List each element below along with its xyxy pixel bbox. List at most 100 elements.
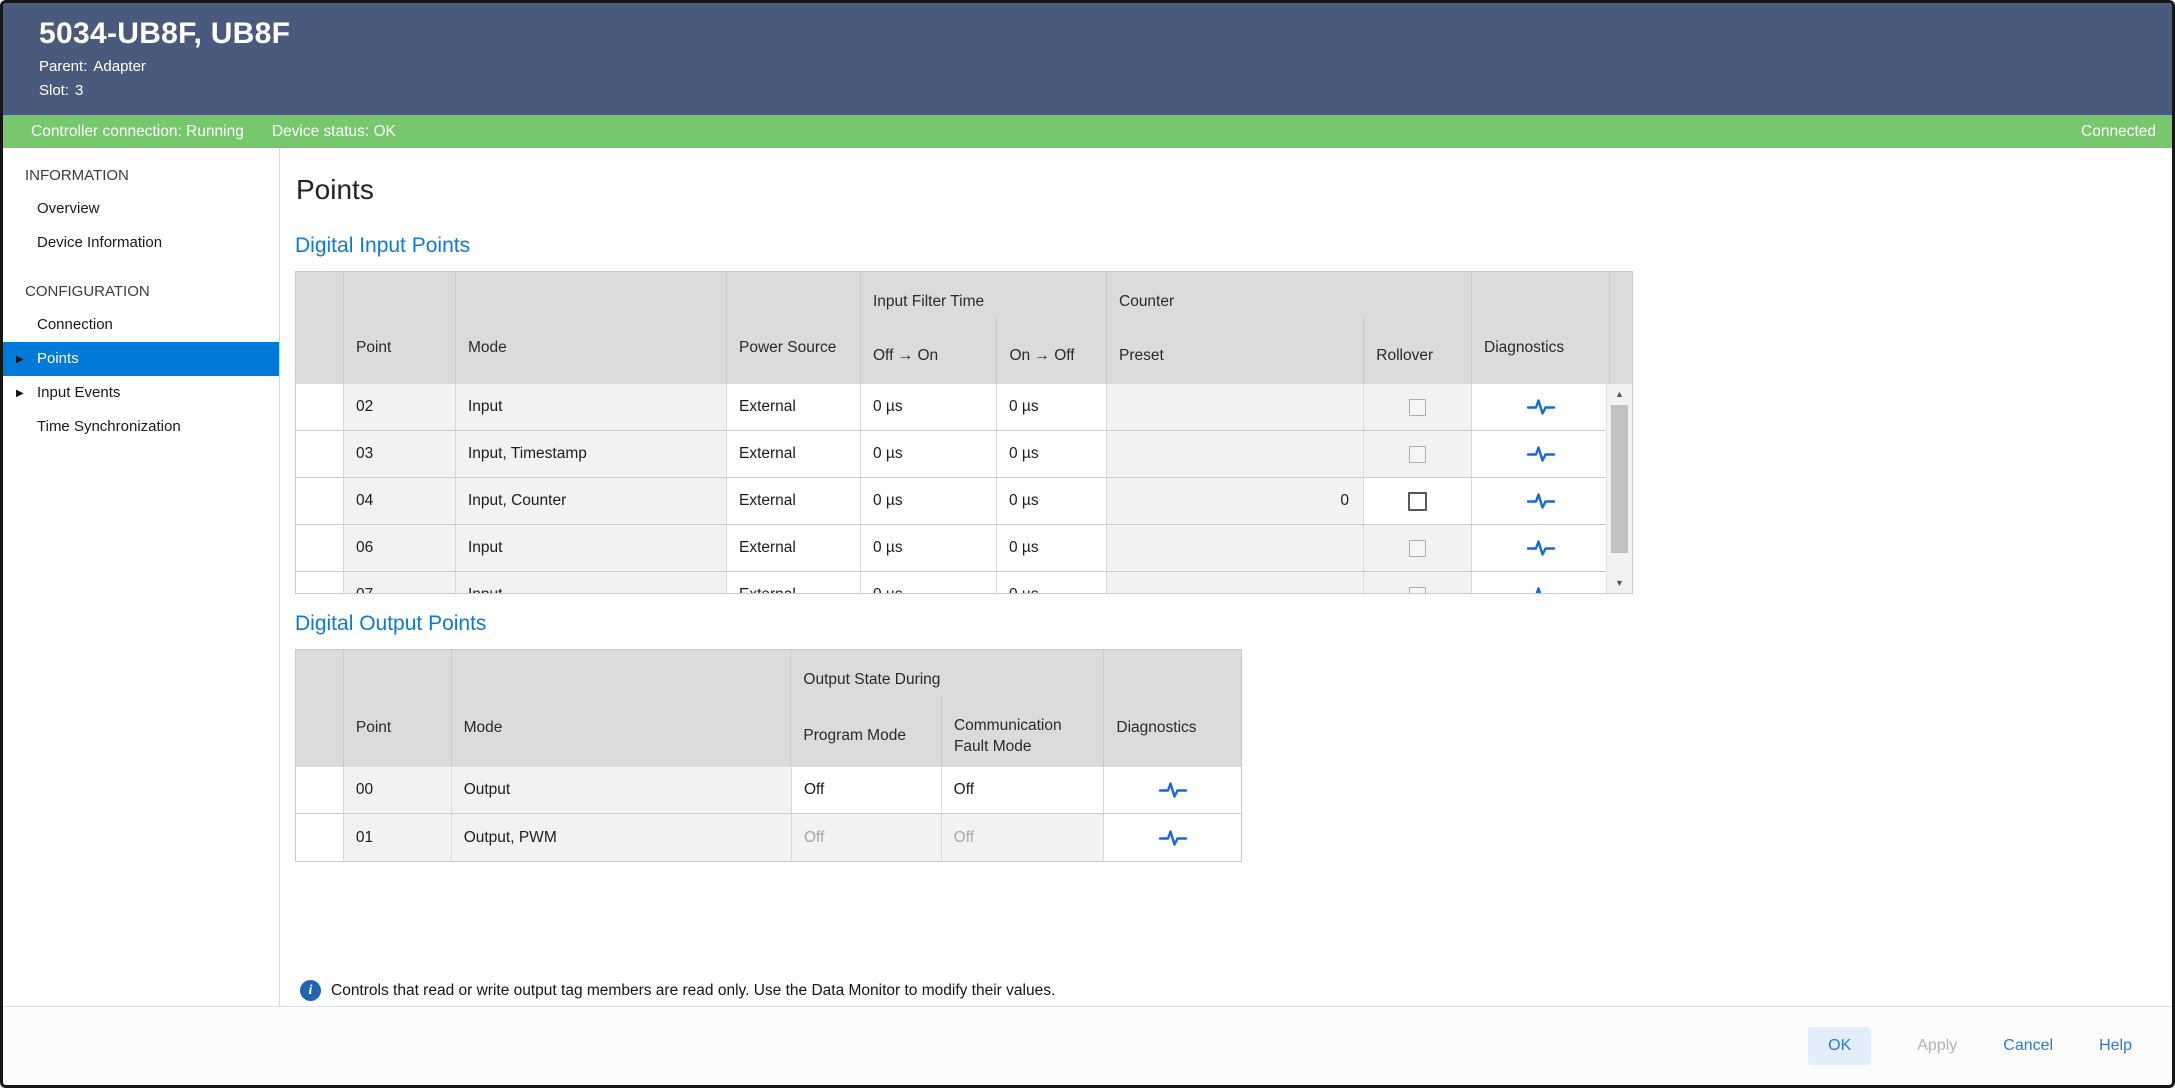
off-on-filter-cell: 0 µs [861, 525, 997, 571]
power-source-cell: External [727, 572, 861, 593]
col-group-counter: Counter Preset Rollover [1107, 272, 1472, 384]
table-row: 01 Output, PWM Off Off [296, 814, 1241, 861]
row-selector-cell[interactable] [296, 572, 344, 593]
off-on-filter-cell: 0 µs [861, 431, 997, 477]
row-selector-cell[interactable] [296, 767, 344, 813]
expand-arrow-icon: ▶ [16, 354, 24, 365]
preset-cell [1107, 431, 1364, 477]
mode-cell: Input, Counter [456, 478, 727, 524]
apply-button: Apply [1917, 1037, 1958, 1054]
col-header-power-source: Power Source [727, 272, 861, 384]
dialog-footer: OK Apply Cancel Help [3, 1006, 2172, 1085]
col-header-mode: Mode [456, 272, 727, 384]
row-selector-cell[interactable] [296, 525, 344, 571]
output-table-header: Point Mode Output State During Program M… [296, 650, 1241, 767]
diagnostics-icon[interactable] [1526, 397, 1556, 417]
program-mode-cell: Off [791, 814, 942, 861]
sidebar-item-time-synchronization[interactable]: Time Synchronization [37, 418, 181, 435]
rollover-checkbox [1409, 539, 1426, 557]
digital-output-points-heading[interactable]: Digital Output Points [295, 612, 487, 635]
diagnostics-icon[interactable] [1158, 780, 1188, 800]
diagnostics-cell [1104, 767, 1241, 813]
scrollbar-thumb[interactable] [1611, 405, 1628, 553]
device-status: Device status: OK [271, 122, 396, 140]
col-header-point: Point [344, 272, 456, 384]
diagnostics-cell [1104, 814, 1241, 861]
col-group-input-filter-time: Input Filter Time Off → On On → Off [861, 272, 1107, 384]
preset-value[interactable]: 0 [1107, 478, 1364, 524]
row-selector-cell[interactable] [296, 478, 344, 524]
ok-button[interactable]: OK [1808, 1027, 1872, 1065]
diagnostics-icon[interactable] [1526, 491, 1556, 511]
rollover-checkbox[interactable] [1408, 491, 1427, 511]
mode-cell: Input, Timestamp [456, 431, 727, 477]
slot-row: Slot: 3 [39, 82, 2172, 99]
point-cell: 02 [344, 384, 456, 430]
table-row: 07 Input External 0 µs 0 µs [296, 572, 1632, 593]
col-header-comm-fault-mode: Communication Fault Mode [940, 696, 1103, 767]
sidebar-item-device-information[interactable]: Device Information [37, 234, 163, 251]
sidebar-heading-information: INFORMATION [25, 167, 129, 184]
sidebar-item-connection[interactable]: Connection [37, 316, 113, 333]
point-cell: 04 [344, 478, 456, 524]
on-off-filter-cell: 0 µs [997, 525, 1107, 571]
input-table-header: Point Mode Power Source Input Filter Tim… [296, 272, 1632, 384]
info-icon: i [300, 980, 321, 1001]
sidebar-item-input-events[interactable]: ▶ Input Events [3, 376, 279, 410]
parent-label: Parent: [39, 58, 88, 75]
row-selector-cell[interactable] [296, 384, 344, 430]
table-row: 06 Input External 0 µs 0 µs [296, 525, 1632, 572]
preset-cell [1107, 525, 1364, 571]
col-group-output-state-during: Output State During Program Mode Communi… [791, 650, 1105, 767]
col-header-rollover: Rollover [1363, 318, 1471, 384]
sidebar-heading-configuration: CONFIGURATION [25, 283, 150, 300]
header-spacer [1610, 272, 1632, 384]
diagnostics-icon[interactable] [1526, 538, 1556, 558]
controller-connection-status: Controller connection: Running [31, 122, 244, 140]
read-only-note: i Controls that read or write output tag… [300, 980, 2172, 1001]
diagnostics-icon[interactable] [1526, 444, 1556, 464]
power-source-cell: External [727, 478, 861, 524]
on-off-filter-cell: 0 µs [997, 478, 1107, 524]
col-header-diagnostics: Diagnostics [1472, 272, 1610, 384]
rollover-checkbox [1409, 586, 1426, 593]
digital-input-points-table: Point Mode Power Source Input Filter Tim… [295, 271, 1633, 594]
corner-header-cell [296, 650, 344, 767]
comm-fault-mode-cell: Off [942, 767, 1105, 813]
diagnostics-cell [1472, 431, 1610, 477]
scroll-down-button[interactable]: ▼ [1615, 578, 1624, 588]
connection-status-bar: Controller connection: Running Device st… [3, 115, 2172, 148]
table-row: 04 Input, Counter External 0 µs 0 µs 0 [296, 478, 1632, 525]
table-row: 00 Output Off Off [296, 767, 1241, 814]
on-off-filter-cell: 0 µs [997, 384, 1107, 430]
sidebar-item-overview[interactable]: Overview [37, 200, 100, 217]
titlebar: 5034-UB8F, UB8F Parent: Adapter Slot: 3 [3, 3, 2172, 115]
sidebar-nav: INFORMATION Overview Device Information … [3, 148, 280, 1006]
device-title: 5034-UB8F, UB8F [39, 17, 291, 50]
mode-cell: Input [456, 572, 727, 593]
off-on-filter-cell: 0 µs [861, 572, 997, 593]
preset-cell [1107, 572, 1364, 593]
col-header-point: Point [344, 650, 452, 767]
rollover-cell [1364, 384, 1472, 430]
vertical-scrollbar[interactable]: ▲ ▼ [1606, 384, 1632, 593]
parent-row: Parent: Adapter [39, 58, 2172, 75]
on-off-filter-cell: 0 µs [997, 431, 1107, 477]
digital-input-points-heading[interactable]: Digital Input Points [295, 234, 471, 257]
help-button[interactable]: Help [2099, 1037, 2132, 1054]
row-selector-cell[interactable] [296, 431, 344, 477]
rollover-cell [1364, 478, 1472, 524]
diagnostics-icon[interactable] [1526, 585, 1556, 593]
rollover-cell [1364, 572, 1472, 593]
cancel-button[interactable]: Cancel [2003, 1037, 2054, 1054]
row-selector-cell[interactable] [296, 814, 344, 861]
sidebar-item-points[interactable]: ▶ Points [3, 342, 279, 376]
output-table-body: 00 Output Off Off 01 Output, PWM Off [296, 767, 1241, 861]
off-on-filter-cell: 0 µs [861, 478, 997, 524]
scroll-up-button[interactable]: ▲ [1615, 389, 1624, 399]
points-page: Points Digital Input Points Point Mode P… [280, 148, 2172, 1006]
point-cell: 07 [344, 572, 456, 593]
diagnostics-icon[interactable] [1158, 828, 1188, 848]
mode-cell: Output, PWM [451, 814, 792, 861]
